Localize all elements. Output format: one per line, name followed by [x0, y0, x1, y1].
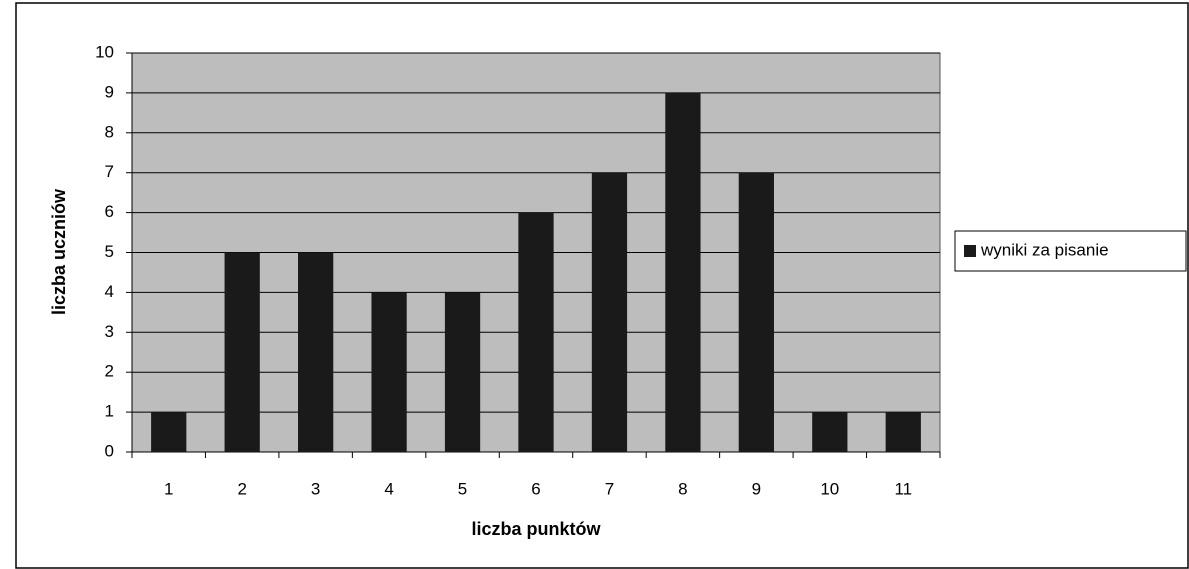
y-tick-label: 3: [105, 322, 114, 341]
x-tick-label: 6: [531, 479, 540, 498]
bar: [151, 412, 187, 452]
y-tick-label: 8: [105, 122, 114, 141]
y-tick-label: 7: [105, 162, 114, 181]
y-tick-label: 2: [105, 362, 114, 381]
legend-box: [954, 230, 1187, 272]
y-tick-label: 1: [105, 402, 114, 421]
bar: [885, 412, 921, 452]
bar: [665, 92, 701, 453]
bar: [591, 172, 628, 452]
x-tick-label: 10: [820, 479, 839, 498]
x-tick-label: 4: [384, 479, 393, 498]
legend-label: wyniki za pisanie: [980, 240, 1109, 259]
y-tick-label: 4: [105, 282, 114, 301]
y-tick-label: 5: [105, 242, 114, 261]
y-tick-label: 10: [95, 42, 114, 61]
y-axis-label: liczba uczniów: [49, 188, 69, 315]
y-tick-label: 9: [105, 82, 114, 101]
x-tick-label: 9: [752, 479, 761, 498]
bar: [738, 172, 774, 452]
bar: [518, 212, 554, 452]
x-axis-label: liczba punktów: [471, 519, 601, 539]
x-tick-label: 5: [458, 479, 467, 498]
bar: [371, 292, 407, 452]
x-tick-label: 8: [678, 479, 687, 498]
bar: [298, 252, 334, 452]
x-tick-label: 1: [164, 479, 173, 498]
bar: [224, 252, 260, 452]
y-tick-label: 0: [105, 441, 114, 460]
x-tick-label: 2: [237, 479, 246, 498]
bar: [444, 292, 481, 452]
bar: [812, 412, 848, 452]
x-tick-label: 3: [311, 479, 320, 498]
x-tick-label: 11: [894, 479, 912, 498]
legend-swatch: [964, 245, 976, 257]
x-tick-label: 7: [605, 479, 614, 498]
y-tick-label: 6: [105, 202, 114, 221]
